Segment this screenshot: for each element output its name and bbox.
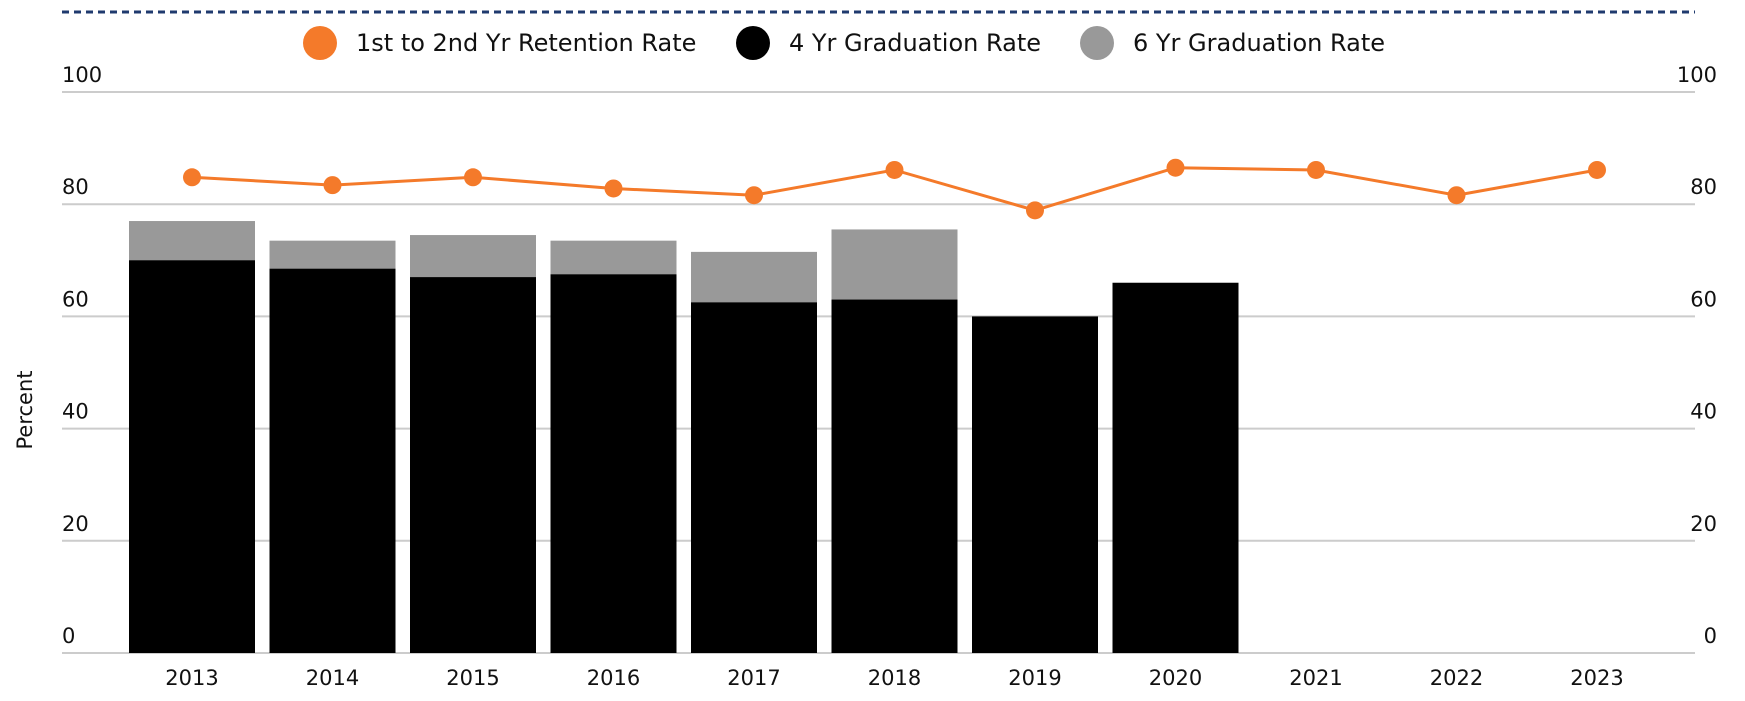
x-tick-label: 2013: [165, 666, 218, 690]
y-tick-label: 40: [62, 400, 89, 424]
x-tick-label: 2020: [1149, 666, 1202, 690]
y2-tick-label: 20: [1690, 512, 1717, 536]
legend-swatch: [736, 26, 770, 60]
point: [604, 179, 623, 198]
y-tick-label: 0: [62, 624, 75, 648]
x-tick-label: 2018: [868, 666, 921, 690]
y-tick-label: 100: [62, 63, 102, 87]
x-tick-label: 2014: [306, 666, 359, 690]
y-tick-label: 60: [62, 287, 89, 311]
point: [323, 176, 342, 195]
y2-tick-label: 80: [1690, 175, 1717, 199]
bar: [831, 299, 958, 653]
point: [1588, 160, 1606, 179]
point: [464, 168, 482, 187]
point: [745, 186, 763, 205]
bar: [269, 268, 396, 653]
y-axis-label: Percent: [13, 370, 37, 449]
y2-tick-label: 40: [1690, 400, 1717, 424]
x-tick-label: 2022: [1430, 666, 1483, 690]
point: [1307, 160, 1325, 179]
x-tick-label: 2017: [727, 666, 780, 690]
bar: [1112, 282, 1239, 653]
y2-tick-label: 0: [1704, 624, 1717, 648]
bar: [550, 274, 677, 653]
point: [1166, 158, 1185, 177]
legend-label: 4 Yr Graduation Rate: [789, 29, 1041, 57]
legend-swatch: [1080, 26, 1114, 60]
bar: [972, 316, 1098, 653]
legend-swatch: [303, 26, 337, 60]
x-tick-label: 2021: [1289, 666, 1342, 690]
x-tick-label: 2015: [446, 666, 499, 690]
x-tick-label: 2016: [587, 666, 640, 690]
legend-label: 6 Yr Graduation Rate: [1133, 29, 1385, 57]
y-tick-label: 20: [62, 512, 89, 536]
x-tick-label: 2019: [1008, 666, 1061, 690]
bar: [129, 260, 255, 653]
y-tick-label: 80: [62, 175, 89, 199]
x-tick-label: 2023: [1570, 666, 1623, 690]
point: [183, 168, 201, 187]
point: [885, 160, 904, 179]
legend-label: 1st to 2nd Yr Retention Rate: [356, 29, 696, 57]
point: [1447, 186, 1466, 205]
y2-tick-label: 100: [1677, 63, 1717, 87]
point: [1026, 201, 1044, 220]
bar: [691, 302, 817, 653]
bar: [410, 277, 536, 653]
y2-tick-label: 60: [1690, 287, 1717, 311]
